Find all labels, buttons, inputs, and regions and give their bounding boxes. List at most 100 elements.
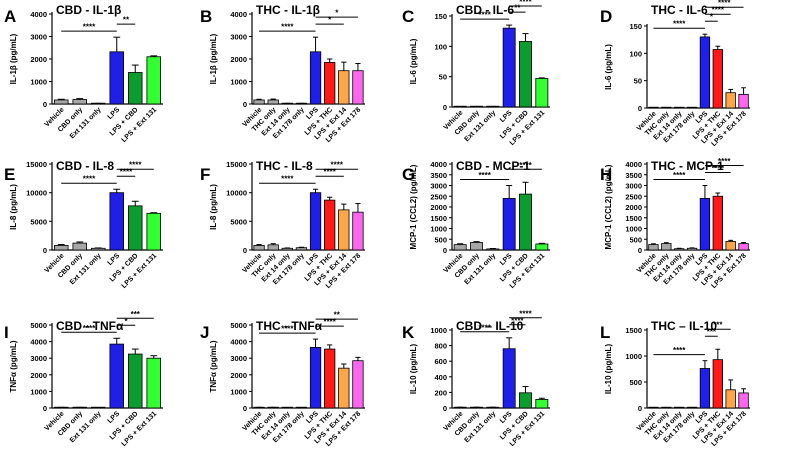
y-axis-label: IL-1β (pg/mL) (9, 33, 18, 84)
y-tick-label: 2000 (625, 203, 642, 212)
y-tick-label: 150 (629, 22, 642, 31)
x-tick-label: LPS (107, 410, 122, 425)
chart-panel-a: A CBD - IL-1β IL-1β (pg/mL) 0 1000 2000 3000 40… (4, 3, 163, 144)
bar (128, 353, 143, 409)
y-axis-label: MCP-1 (CCL2) (pg/mL) (604, 164, 613, 249)
bar (253, 245, 265, 251)
panel-letter: G (402, 165, 415, 184)
panel-letter: D (600, 7, 612, 26)
y-tick-label: 500 (434, 235, 447, 244)
y-tick-label: 150 (434, 12, 447, 21)
bar (453, 105, 467, 108)
significance-label: **** (718, 0, 731, 8)
bar (661, 243, 672, 251)
bar (338, 367, 350, 409)
y-tick-label: 0 (443, 103, 447, 112)
y-axis-label: MCP-1 (CCL2) (pg/mL) (409, 164, 418, 249)
chart-panel-f: F THC - IL-8IL-8 (pg/mL)050001000015000Ve… (200, 159, 365, 290)
y-tick-label: 10000 (226, 189, 247, 198)
significance-label: ** (123, 16, 130, 25)
significance-label: * (124, 317, 128, 326)
bar (128, 205, 143, 251)
bar (699, 36, 711, 109)
bar (309, 192, 322, 251)
bar (712, 195, 723, 251)
y-tick-label: 3500 (430, 171, 447, 180)
y-tick-label: 4000 (30, 338, 47, 347)
bar (109, 51, 124, 105)
bar (324, 348, 336, 409)
bar (519, 41, 532, 108)
y-tick-label: 1000 (30, 78, 47, 87)
bar (674, 248, 685, 251)
chart-panel-b: B THC - IL-1β IL-1β (pg/mL) 0 1000 2000 3000 40… (200, 3, 365, 144)
chart-title: CBD - IL-8 (56, 159, 114, 173)
y-axis-label: TNFα (pg/mL) (209, 340, 218, 392)
bar (109, 192, 124, 251)
y-tick-label: 1000 (430, 326, 447, 335)
significance-label: **** (83, 23, 96, 32)
x-tick-label: LPS (107, 106, 122, 121)
chart-title: CBD – IL-10 (456, 319, 524, 333)
bar (470, 105, 483, 108)
y-tick-label: 2000 (430, 203, 447, 212)
bar (725, 389, 736, 409)
significance-label: **** (120, 168, 133, 177)
significance-label: **** (673, 20, 686, 29)
bar (352, 360, 364, 409)
bar (674, 106, 685, 109)
x-tick-label: LPS + Ext 131 (121, 410, 159, 448)
significance-label: * (710, 13, 714, 22)
bar (146, 357, 161, 409)
y-tick-label: 0 (443, 404, 447, 413)
y-tick-label: 15000 (226, 160, 247, 169)
bar (648, 106, 659, 109)
y-tick-label: 2000 (30, 371, 47, 380)
y-tick-label: 0 (443, 246, 447, 255)
y-axis-label: IL-10 (pg/mL) (409, 344, 418, 395)
y-tick-label: 5000 (230, 321, 247, 330)
y-tick-label: 400 (434, 373, 447, 382)
chart-title: THC - TNFα (256, 319, 323, 333)
y-axis-label: IL-8 (pg/mL) (209, 184, 218, 230)
bar (338, 209, 350, 251)
y-tick-label: 2000 (30, 55, 47, 64)
bar (486, 248, 500, 251)
bar (146, 56, 161, 105)
bar (109, 343, 124, 409)
y-tick-label: 50 (439, 73, 447, 82)
y-axis-label: IL-1β (pg/mL) (209, 33, 218, 84)
y-tick-label: 100 (629, 49, 642, 58)
panel-letter: K (402, 323, 415, 342)
panel-letter: J (200, 323, 209, 342)
bar (738, 93, 749, 109)
significance-label: ** (514, 4, 521, 13)
bar (352, 70, 364, 105)
significance-label: **** (281, 175, 294, 184)
significance-label: **** (323, 318, 336, 327)
chart-panel-k: K CBD – IL-10 IL-10 (pg/mL) 0 200 400 600 800 10… (402, 309, 550, 448)
bar (502, 197, 516, 251)
bar (309, 347, 322, 409)
panel-letter: L (600, 323, 610, 342)
y-tick-label: 500 (629, 235, 642, 244)
bar (267, 244, 279, 251)
significance-label: **** (712, 6, 725, 15)
bar (453, 244, 467, 251)
bar (72, 99, 87, 105)
bar (324, 61, 336, 105)
y-tick-label: 10000 (26, 189, 47, 198)
bar (54, 99, 69, 105)
significance-label: **** (323, 168, 336, 177)
y-tick-label: 3000 (430, 182, 447, 191)
significance-label: * (328, 16, 332, 25)
bar (91, 247, 106, 251)
y-tick-label: 4000 (230, 338, 247, 347)
y-tick-label: 4000 (30, 10, 47, 19)
significance-label: **** (83, 324, 96, 333)
chart-title: CBD - IL-1β (56, 3, 121, 17)
significance-label: ** (334, 311, 341, 320)
y-tick-label: 1000 (230, 387, 247, 396)
y-tick-label: 0 (43, 100, 47, 109)
y-tick-label: 4000 (430, 160, 447, 169)
